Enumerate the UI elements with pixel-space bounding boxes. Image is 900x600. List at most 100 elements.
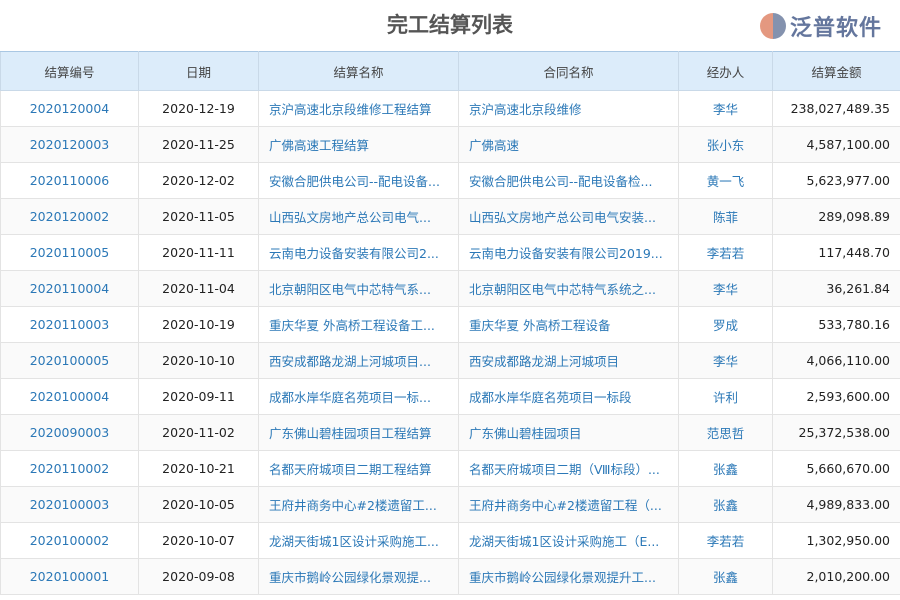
cell-settlement-name[interactable]: 重庆华夏 外高桥工程设备工... [258, 306, 459, 343]
cell-settlement-name[interactable]: 北京朝阳区电气中芯特气系... [258, 270, 459, 307]
cell-date: 2020-10-19 [138, 306, 259, 343]
cell-settlement-name[interactable]: 广东佛山碧桂园项目工程结算 [258, 414, 459, 451]
cell-amount: 5,623,977.00 [772, 162, 900, 199]
cell-amount: 533,780.16 [772, 306, 900, 343]
cell-handler[interactable]: 李若若 [678, 234, 773, 271]
cell-settlement-no[interactable]: 2020100002 [0, 522, 139, 559]
column-header-date[interactable]: 日期 [138, 51, 259, 91]
cell-contract-name[interactable]: 京沪高速北京段维修 [458, 90, 679, 127]
cell-amount: 36,261.84 [772, 270, 900, 307]
cell-settlement-no[interactable]: 2020090003 [0, 414, 139, 451]
table-row[interactable]: 2020100005 2020-10-10 西安成都路龙湖上河城项目... 西安成都路… [0, 342, 900, 379]
table-row[interactable]: 2020110005 2020-11-11 云南电力设备安装有限公司2... 云南电力… [0, 234, 900, 271]
watermark-text: 泛普软件 [790, 16, 883, 41]
cell-date: 2020-11-25 [138, 126, 259, 163]
page-title: 完工结算列表 [387, 13, 513, 37]
cell-settlement-no[interactable]: 2020110006 [0, 162, 139, 199]
cell-handler[interactable]: 罗成 [678, 306, 773, 343]
cell-settlement-no[interactable]: 2020100003 [0, 486, 139, 523]
cell-handler[interactable]: 李华 [678, 90, 773, 127]
cell-handler[interactable]: 陈菲 [678, 198, 773, 235]
cell-settlement-no[interactable]: 2020120003 [0, 126, 139, 163]
table-row[interactable]: 2020100001 2020-09-08 重庆市鹅岭公园绿化景观提... 重庆市鹅岭… [0, 558, 900, 595]
cell-date: 2020-12-02 [138, 162, 259, 199]
watermark-logo: 泛普软件 [760, 10, 882, 42]
cell-handler[interactable]: 张小东 [678, 126, 773, 163]
cell-settlement-no[interactable]: 2020120002 [0, 198, 139, 235]
cell-settlement-name[interactable]: 重庆市鹅岭公园绿化景观提... [258, 558, 459, 595]
cell-handler[interactable]: 李华 [678, 342, 773, 379]
cell-settlement-name[interactable]: 成都水岸华庭名苑项目一标... [258, 378, 459, 415]
table-row[interactable]: 2020100003 2020-10-05 王府井商务中心#2楼遗留工... 王府井商… [0, 486, 900, 523]
table-row[interactable]: 2020100002 2020-10-07 龙湖天街城1区设计采购施工... 龙湖天街… [0, 522, 900, 559]
column-header-settlement-name[interactable]: 结算名称 [258, 51, 459, 91]
column-header-handler[interactable]: 经办人 [678, 51, 773, 91]
cell-amount: 5,660,670.00 [772, 450, 900, 487]
cell-settlement-name[interactable]: 名都天府城项目二期工程结算 [258, 450, 459, 487]
column-header-contract-name[interactable]: 合同名称 [458, 51, 679, 91]
cell-contract-name[interactable]: 西安成都路龙湖上河城项目 [458, 342, 679, 379]
cell-settlement-name[interactable]: 西安成都路龙湖上河城项目... [258, 342, 459, 379]
cell-settlement-no[interactable]: 2020110002 [0, 450, 139, 487]
table-row[interactable]: 2020110002 2020-10-21 名都天府城项目二期工程结算 名都天府城项目… [0, 450, 900, 487]
cell-amount: 289,098.89 [772, 198, 900, 235]
cell-date: 2020-12-19 [138, 90, 259, 127]
cell-amount: 4,587,100.00 [772, 126, 900, 163]
table-row[interactable]: 2020110004 2020-11-04 北京朝阳区电气中芯特气系... 北京朝阳区… [0, 270, 900, 307]
cell-settlement-no[interactable]: 2020100004 [0, 378, 139, 415]
cell-handler[interactable]: 黄一飞 [678, 162, 773, 199]
cell-amount: 117,448.70 [772, 234, 900, 271]
cell-settlement-name[interactable]: 王府井商务中心#2楼遗留工... [258, 486, 459, 523]
cell-settlement-no[interactable]: 2020110003 [0, 306, 139, 343]
cell-amount: 4,989,833.00 [772, 486, 900, 523]
table-body: 2020120004 2020-12-19 京沪高速北京段维修工程结算 京沪高速北京段… [0, 90, 900, 595]
cell-settlement-name[interactable]: 云南电力设备安装有限公司2... [258, 234, 459, 271]
cell-handler[interactable]: 张鑫 [678, 486, 773, 523]
cell-contract-name[interactable]: 云南电力设备安装有限公司2019... [458, 234, 679, 271]
cell-handler[interactable]: 李华 [678, 270, 773, 307]
table-row[interactable]: 2020120004 2020-12-19 京沪高速北京段维修工程结算 京沪高速北京段… [0, 90, 900, 127]
cell-date: 2020-10-07 [138, 522, 259, 559]
cell-handler[interactable]: 许利 [678, 378, 773, 415]
cell-amount: 25,372,538.00 [772, 414, 900, 451]
cell-settlement-name[interactable]: 安徽合肥供电公司--配电设备... [258, 162, 459, 199]
cell-contract-name[interactable]: 王府井商务中心#2楼遗留工程（... [458, 486, 679, 523]
logo-icon [760, 13, 786, 39]
cell-contract-name[interactable]: 北京朝阳区电气中芯特气系统之... [458, 270, 679, 307]
cell-settlement-no[interactable]: 2020120004 [0, 90, 139, 127]
table-row[interactable]: 2020090003 2020-11-02 广东佛山碧桂园项目工程结算 广东佛山碧桂园… [0, 414, 900, 451]
cell-contract-name[interactable]: 安徽合肥供电公司--配电设备检... [458, 162, 679, 199]
cell-contract-name[interactable]: 龙湖天街城1区设计采购施工（E... [458, 522, 679, 559]
table-row[interactable]: 2020110003 2020-10-19 重庆华夏 外高桥工程设备工... 重庆华夏… [0, 306, 900, 343]
table-row[interactable]: 2020100004 2020-09-11 成都水岸华庭名苑项目一标... 成都水岸华… [0, 378, 900, 415]
cell-settlement-no[interactable]: 2020110005 [0, 234, 139, 271]
cell-contract-name[interactable]: 山西弘文房地产总公司电气安装... [458, 198, 679, 235]
cell-settlement-name[interactable]: 龙湖天街城1区设计采购施工... [258, 522, 459, 559]
cell-settlement-name[interactable]: 京沪高速北京段维修工程结算 [258, 90, 459, 127]
column-header-settlement-no[interactable]: 结算编号 [0, 51, 139, 91]
table-row[interactable]: 2020120003 2020-11-25 广佛高速工程结算 广佛高速 张小东 4,587… [0, 126, 900, 163]
cell-date: 2020-10-21 [138, 450, 259, 487]
cell-settlement-no[interactable]: 2020110004 [0, 270, 139, 307]
cell-settlement-name[interactable]: 广佛高速工程结算 [258, 126, 459, 163]
cell-settlement-no[interactable]: 2020100001 [0, 558, 139, 595]
cell-contract-name[interactable]: 名都天府城项目二期（Ⅷ标段）... [458, 450, 679, 487]
column-header-amount[interactable]: 结算金额 [772, 51, 900, 91]
cell-amount: 238,027,489.35 [772, 90, 900, 127]
cell-contract-name[interactable]: 广佛高速 [458, 126, 679, 163]
cell-settlement-no[interactable]: 2020100005 [0, 342, 139, 379]
cell-contract-name[interactable]: 广东佛山碧桂园项目 [458, 414, 679, 451]
table-row[interactable]: 2020120002 2020-11-05 山西弘文房地产总公司电气... 山西弘文房… [0, 198, 900, 235]
cell-handler[interactable]: 张鑫 [678, 450, 773, 487]
cell-handler[interactable]: 张鑫 [678, 558, 773, 595]
cell-contract-name[interactable]: 重庆市鹅岭公园绿化景观提升工... [458, 558, 679, 595]
cell-settlement-name[interactable]: 山西弘文房地产总公司电气... [258, 198, 459, 235]
cell-date: 2020-11-04 [138, 270, 259, 307]
cell-handler[interactable]: 范思哲 [678, 414, 773, 451]
cell-date: 2020-10-05 [138, 486, 259, 523]
cell-date: 2020-11-02 [138, 414, 259, 451]
cell-handler[interactable]: 李若若 [678, 522, 773, 559]
cell-contract-name[interactable]: 重庆华夏 外高桥工程设备 [458, 306, 679, 343]
table-row[interactable]: 2020110006 2020-12-02 安徽合肥供电公司--配电设备... 安徽合… [0, 162, 900, 199]
cell-contract-name[interactable]: 成都水岸华庭名苑项目一标段 [458, 378, 679, 415]
